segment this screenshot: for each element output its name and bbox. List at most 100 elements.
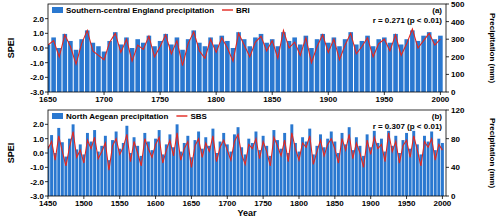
bar: [344, 144, 347, 196]
y-tick: [45, 18, 48, 19]
x-tick-label: 1650: [39, 95, 57, 104]
y-tick-label: 0.0: [33, 44, 45, 53]
y2-tick: [446, 21, 449, 22]
plot-area: [48, 124, 444, 196]
legend-label: SBS: [190, 112, 207, 121]
y-axis-label: SPEI: [6, 38, 16, 59]
legend-background: [50, 5, 258, 15]
bar: [438, 36, 443, 92]
y-tick: [45, 48, 48, 49]
x-tick-label: 1750: [254, 199, 272, 208]
annotation-background: [431, 6, 443, 15]
bar: [186, 39, 191, 92]
bar: [135, 39, 140, 92]
bar: [305, 142, 308, 196]
x-tick-label: 1600: [147, 199, 165, 208]
bar: [219, 36, 224, 92]
y-tick: [45, 77, 48, 78]
y2-tick-label: 500: [451, 0, 465, 9]
annotation: r = 0.307 (p < 0.01): [373, 122, 443, 131]
legend-label: BRI: [236, 6, 250, 15]
y2-tick: [446, 138, 449, 139]
bar: [163, 34, 168, 92]
y-tick: [45, 124, 48, 125]
x-axis-label: Year: [237, 208, 257, 218]
bar: [326, 43, 331, 92]
y2-tick: [446, 39, 449, 40]
legend-swatch: [176, 115, 187, 116]
x-tick-label: 1450: [39, 199, 57, 208]
x-tick-label: 1750: [151, 95, 169, 104]
y-tick: [45, 153, 48, 154]
bar: [320, 34, 325, 92]
y2-tick-label: 400: [451, 18, 465, 27]
bar: [382, 37, 387, 92]
bar: [169, 44, 174, 92]
annotation-background: [372, 16, 444, 25]
x-tick-label: 1950: [398, 199, 416, 208]
y-tick: [45, 167, 48, 168]
y2-axis-label: Precipitation (mm): [488, 13, 497, 84]
annotation: r = 0.271 (p < 0.01): [373, 16, 443, 25]
x-tick-label: 1650: [183, 199, 201, 208]
y-tick: [45, 33, 48, 34]
bar: [85, 30, 90, 92]
bar: [343, 39, 348, 92]
bar: [74, 50, 79, 92]
bar: [122, 143, 125, 196]
bar: [118, 149, 121, 196]
bar: [251, 143, 254, 196]
y-tick-label: 1.0: [33, 135, 45, 144]
y2-tick-label: 80: [451, 135, 460, 144]
legend-swatch: [52, 7, 63, 13]
frame: [48, 4, 446, 92]
line: [48, 132, 442, 171]
y2-tick: [446, 167, 449, 168]
x-tick-label: 1550: [111, 199, 129, 208]
legend-swatch: [52, 113, 63, 119]
bar: [191, 30, 196, 92]
y2-tick-label: 200: [451, 53, 465, 62]
annotation-background: [372, 122, 444, 131]
x-tick-label: 1700: [218, 199, 236, 208]
y2-tick: [446, 110, 449, 111]
annotation-background: [431, 112, 444, 121]
y-tick-label: -2.0: [30, 73, 44, 82]
bar: [410, 30, 415, 92]
x-tick-label: 1900: [319, 95, 337, 104]
bar: [259, 34, 264, 92]
y2-tick-label: 40: [451, 163, 460, 172]
x-tick-label: 2000: [431, 95, 449, 104]
y-tick-label: -1.0: [30, 59, 44, 68]
y2-tick-label: 100: [451, 70, 465, 79]
bar: [441, 143, 444, 196]
bar: [391, 146, 394, 196]
legend-background: [50, 111, 215, 121]
bar: [369, 147, 372, 196]
bar: [376, 143, 379, 196]
legend-swatch: [222, 9, 233, 10]
y-tick-label: 2.0: [33, 120, 45, 129]
bar: [79, 39, 84, 92]
frame: [48, 110, 446, 196]
legend-label: Southern-central England precipitation: [66, 6, 214, 15]
y-tick-label: 0.0: [33, 149, 45, 158]
y-tick: [45, 181, 48, 182]
x-tick-label: 1800: [290, 199, 308, 208]
y-tick: [45, 138, 48, 139]
bar: [421, 36, 426, 92]
y-tick-label: -1.0: [30, 163, 44, 172]
line: [48, 29, 440, 66]
x-tick-label: 1950: [375, 95, 393, 104]
y2-axis-label: Precipitation (mm): [488, 118, 497, 189]
x-tick-label: 1800: [207, 95, 225, 104]
y-axis-label: SPEI: [6, 143, 16, 164]
x-tick-label: 1500: [75, 199, 93, 208]
y2-tick-label: 0: [451, 192, 456, 201]
y2-tick-label: 300: [451, 35, 465, 44]
y2-tick-label: 120: [451, 106, 465, 115]
chart: -3.0-2.0-1.00.01.02.00100200300400500165…: [0, 0, 500, 220]
y-tick-label: -2.0: [30, 178, 44, 187]
bar: [68, 41, 73, 92]
y2-tick: [446, 196, 449, 197]
